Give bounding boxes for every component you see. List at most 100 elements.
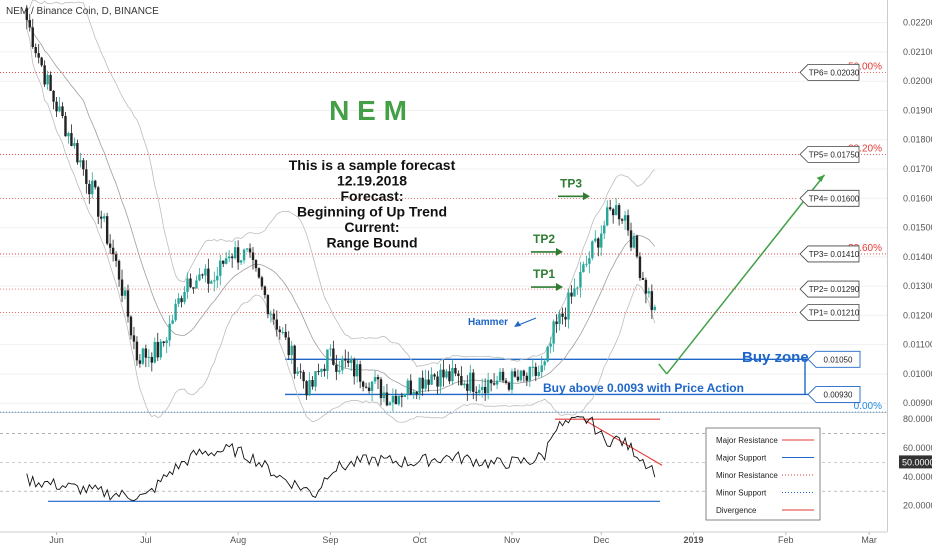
candle-body <box>82 160 85 170</box>
candle-body <box>635 235 639 257</box>
candle-body <box>528 366 532 381</box>
zone-box <box>807 350 861 368</box>
candle-body <box>227 256 231 259</box>
rsi-current-badge <box>899 455 932 469</box>
candle-body <box>70 133 73 146</box>
candle-body <box>284 331 287 338</box>
candle-body <box>347 360 350 363</box>
candle-body <box>552 321 555 344</box>
x-tick-label: Jul <box>140 535 152 545</box>
candle-body <box>653 306 657 310</box>
candle-body <box>117 260 121 280</box>
rsi-tick-label: 60.0000 <box>903 443 932 453</box>
candle-body <box>275 319 279 330</box>
candle-body <box>421 377 424 389</box>
candle-body <box>478 389 481 393</box>
candle-body <box>647 291 651 294</box>
candle-body <box>644 279 648 294</box>
candle-body <box>242 249 246 261</box>
candle-body <box>189 278 192 288</box>
candle-body <box>219 260 222 276</box>
candle-body <box>25 8 28 20</box>
note-line: Range Bound <box>327 235 418 251</box>
candle-body <box>451 367 454 382</box>
candle-body <box>495 380 499 385</box>
legend-label: Divergence <box>716 506 757 515</box>
price-series <box>25 0 657 423</box>
target-box <box>799 64 860 81</box>
target-box <box>799 304 860 321</box>
candle-body <box>108 243 112 248</box>
candle-body <box>326 349 329 372</box>
candle-body <box>486 379 490 394</box>
candle-body <box>111 247 115 255</box>
candle-body <box>582 264 585 273</box>
candle-body <box>597 238 600 248</box>
candle-body <box>236 247 240 263</box>
candle-body <box>472 372 475 392</box>
candle-body <box>308 380 311 396</box>
candle-body <box>504 380 508 383</box>
candle-body <box>475 391 478 393</box>
candle-body <box>448 371 451 382</box>
candle-body <box>192 287 195 289</box>
candle-body <box>650 291 654 310</box>
legend-label: Minor Resistance <box>716 471 778 480</box>
forecast-arrow <box>666 174 826 375</box>
candle-body <box>159 341 162 358</box>
candle-body <box>55 101 58 112</box>
grid <box>0 0 888 533</box>
candle-body <box>406 380 409 394</box>
candle-body <box>594 238 597 242</box>
candle-body <box>254 260 258 269</box>
candle-body <box>320 368 323 372</box>
candle-body <box>350 359 353 363</box>
candle-body <box>341 358 344 371</box>
candle-body <box>216 275 219 281</box>
candle-body <box>507 382 511 390</box>
candle-body <box>272 313 276 320</box>
candle-body <box>296 371 299 374</box>
zone-box-label: 0.01050 <box>824 355 853 364</box>
legend-box <box>705 427 821 521</box>
candle-body <box>480 386 484 390</box>
candle-body <box>588 258 591 264</box>
candle-body <box>424 379 427 389</box>
candle-body <box>332 348 335 365</box>
candle-body <box>540 365 543 373</box>
candle-body <box>469 372 472 391</box>
fib-levels: 50.00% 38.20% 23.60% 0.00% <box>0 61 887 413</box>
candle-body <box>132 335 136 342</box>
candle-body <box>177 298 180 304</box>
candle-body <box>439 369 442 387</box>
candle-body <box>579 272 582 288</box>
candle-body <box>58 106 61 112</box>
candle-body <box>299 371 302 373</box>
candle-body <box>483 386 487 394</box>
target-label: TP4= 0.01600 <box>809 194 860 203</box>
candle-body <box>433 374 436 377</box>
candle-body <box>230 256 234 259</box>
candle-body <box>251 252 255 261</box>
candle-body <box>513 371 517 377</box>
y-tick-label: 0.01600 <box>903 193 932 203</box>
candle-body <box>317 371 320 373</box>
candle-body <box>576 287 579 289</box>
x-tick-label: Dec <box>593 535 610 545</box>
candle-body <box>489 379 493 384</box>
candle-body <box>516 376 520 381</box>
legend-label: Major Resistance <box>716 436 778 445</box>
candle-body <box>141 348 145 364</box>
candle-body <box>67 133 70 137</box>
legend-label: Minor Support <box>716 489 767 498</box>
candle-body <box>525 375 529 381</box>
target-label: TP1= 0.01210 <box>809 308 860 317</box>
zone-box <box>807 385 861 403</box>
